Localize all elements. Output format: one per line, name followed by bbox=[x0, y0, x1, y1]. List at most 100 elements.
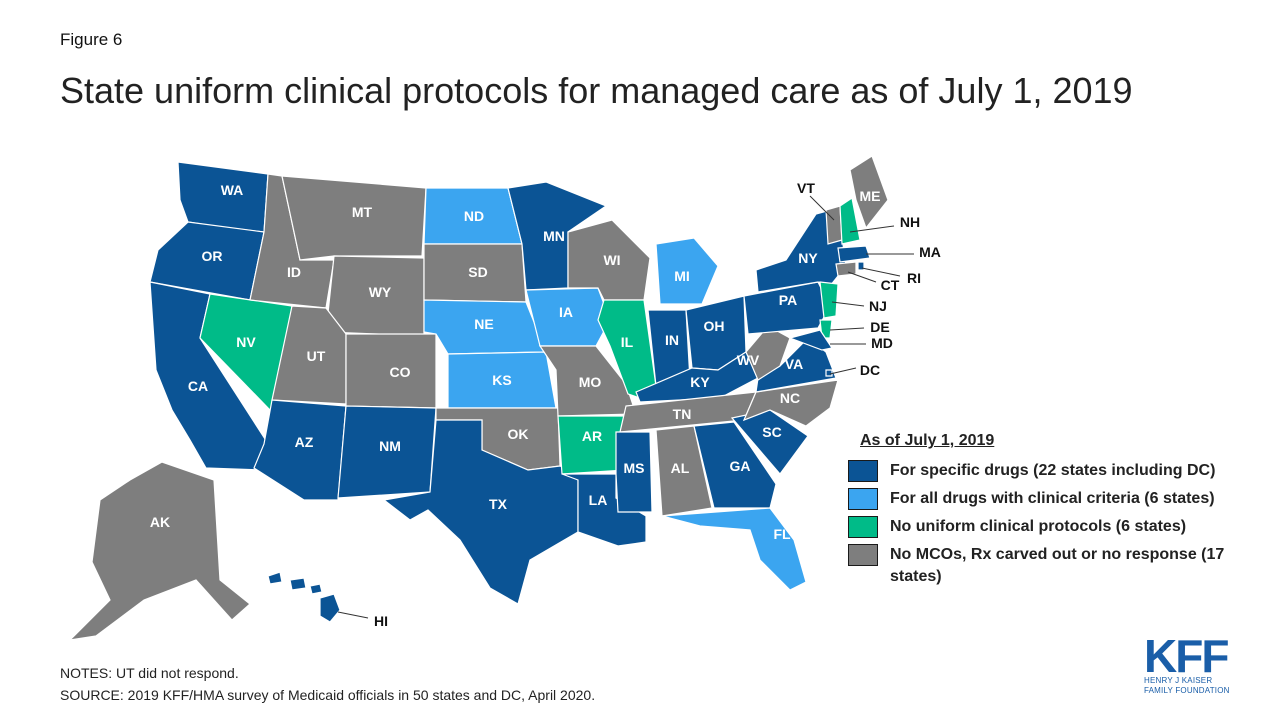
state-label-ut: UT bbox=[307, 348, 326, 364]
state-label-me: ME bbox=[860, 188, 881, 204]
state-nh bbox=[839, 196, 861, 245]
state-nj bbox=[819, 281, 839, 319]
state-label-ma: MA bbox=[919, 244, 941, 260]
state-az bbox=[253, 399, 347, 501]
state-ms bbox=[615, 431, 653, 513]
state-ri bbox=[857, 261, 865, 271]
state-label-mi: MI bbox=[674, 268, 690, 284]
state-label-co: CO bbox=[390, 364, 411, 380]
state-md bbox=[788, 329, 833, 351]
state-label-tn: TN bbox=[673, 406, 692, 422]
leader-nj bbox=[831, 301, 865, 307]
legend-label-nomco: No MCOs, Rx carved out or no response (1… bbox=[890, 546, 1225, 585]
state-or bbox=[149, 221, 265, 301]
logo-line1: HENRY J KAISER bbox=[1144, 676, 1213, 685]
state-label-il: IL bbox=[621, 334, 634, 350]
state-label-ak: AK bbox=[150, 514, 170, 530]
legend-swatch-none bbox=[848, 516, 878, 538]
state-mt bbox=[281, 175, 427, 261]
state-me bbox=[849, 155, 889, 230]
kff-logo: KFF HENRY J KAISER FAMILY FOUNDATION bbox=[1144, 633, 1244, 696]
legend-label-none: No uniform clinical protocols (6 states) bbox=[890, 518, 1187, 535]
state-label-id: ID bbox=[287, 264, 301, 280]
state-label-sd: SD bbox=[468, 264, 487, 280]
state-pa bbox=[743, 281, 831, 335]
state-label-ne: NE bbox=[474, 316, 493, 332]
legend-swatch-specific bbox=[848, 460, 878, 482]
state-label-ks: KS bbox=[492, 372, 511, 388]
legend-item-nomco: No MCOs, Rx carved out or no response (1… bbox=[848, 544, 1273, 588]
state-label-ms: MS bbox=[624, 460, 645, 476]
state-label-al: AL bbox=[671, 460, 690, 476]
state-vt bbox=[825, 205, 843, 245]
state-label-ky: KY bbox=[690, 374, 710, 390]
state-fl bbox=[661, 507, 807, 591]
page-title: State uniform clinical protocols for man… bbox=[60, 70, 1133, 111]
legend-item-none: No uniform clinical protocols (6 states) bbox=[848, 516, 1273, 538]
legend-label-specific: For specific drugs (22 states including … bbox=[890, 462, 1216, 479]
state-label-hi: HI bbox=[374, 613, 388, 629]
leader-dc bbox=[829, 367, 857, 375]
notes-text: NOTES: UT did not respond. bbox=[60, 665, 239, 681]
state-label-ok: OK bbox=[508, 426, 529, 442]
state-label-va: VA bbox=[785, 356, 803, 372]
legend-title: As of July 1, 2019 bbox=[860, 432, 995, 449]
state-ct bbox=[835, 261, 857, 277]
state-label-nc: NC bbox=[780, 390, 800, 406]
state-mi bbox=[655, 237, 719, 305]
legend-label-all: For all drugs with clinical criteria (6 … bbox=[890, 490, 1215, 507]
state-label-wa: WA bbox=[221, 182, 244, 198]
state-label-wy: WY bbox=[369, 284, 392, 300]
leader-de bbox=[829, 327, 865, 331]
figure-label: Figure 6 bbox=[60, 30, 123, 49]
legend-item-all: For all drugs with clinical criteria (6 … bbox=[848, 488, 1273, 510]
state-label-de: DE bbox=[870, 319, 889, 335]
state-label-nm: NM bbox=[379, 438, 401, 454]
leader-vt bbox=[809, 195, 835, 221]
state-hi bbox=[267, 571, 341, 623]
legend-swatch-all bbox=[848, 488, 878, 510]
state-label-mt: MT bbox=[352, 204, 373, 220]
state-label-nv: NV bbox=[236, 334, 256, 350]
leader-hi bbox=[337, 611, 369, 619]
state-label-mo: MO bbox=[579, 374, 602, 390]
state-label-md: MD bbox=[871, 335, 893, 351]
leader-nh bbox=[849, 225, 895, 233]
state-label-wv: WV bbox=[737, 352, 760, 368]
state-al bbox=[655, 425, 713, 517]
state-label-or: OR bbox=[202, 248, 223, 264]
logo-line2: FAMILY FOUNDATION bbox=[1144, 686, 1230, 695]
state-label-tx: TX bbox=[489, 496, 508, 512]
state-il bbox=[597, 299, 657, 399]
state-label-nj: NJ bbox=[869, 298, 887, 314]
state-label-ia: IA bbox=[559, 304, 573, 320]
state-label-ga: GA bbox=[730, 458, 751, 474]
state-label-ct: CT bbox=[881, 277, 900, 293]
notes-block: NOTES: UT did not respond. SOURCE: 2019 … bbox=[60, 662, 595, 706]
state-label-vt: VT bbox=[797, 180, 815, 196]
state-label-fl: FL bbox=[773, 526, 791, 542]
state-label-pa: PA bbox=[779, 292, 797, 308]
legend-item-specific: For specific drugs (22 states including … bbox=[848, 460, 1273, 482]
state-label-nh: NH bbox=[900, 214, 920, 230]
state-label-wi: WI bbox=[603, 252, 620, 268]
state-label-ri: RI bbox=[907, 270, 921, 286]
state-label-in: IN bbox=[665, 332, 679, 348]
state-label-sc: SC bbox=[762, 424, 781, 440]
state-label-az: AZ bbox=[295, 434, 314, 450]
state-dc bbox=[825, 369, 833, 377]
legend-swatch-nomco bbox=[848, 544, 878, 566]
state-label-la: LA bbox=[589, 492, 608, 508]
state-ma bbox=[837, 245, 871, 263]
state-label-nd: ND bbox=[464, 208, 484, 224]
state-label-ca: CA bbox=[188, 378, 208, 394]
state-label-dc: DC bbox=[860, 362, 880, 378]
state-label-mn: MN bbox=[543, 228, 565, 244]
state-label-ar: AR bbox=[582, 428, 602, 444]
legend: As of July 1, 2019 For specific drugs (2… bbox=[848, 432, 1273, 594]
state-ga bbox=[693, 421, 777, 509]
state-label-oh: OH bbox=[704, 318, 725, 334]
leader-ct bbox=[847, 271, 877, 283]
state-label-ny: NY bbox=[798, 250, 818, 266]
